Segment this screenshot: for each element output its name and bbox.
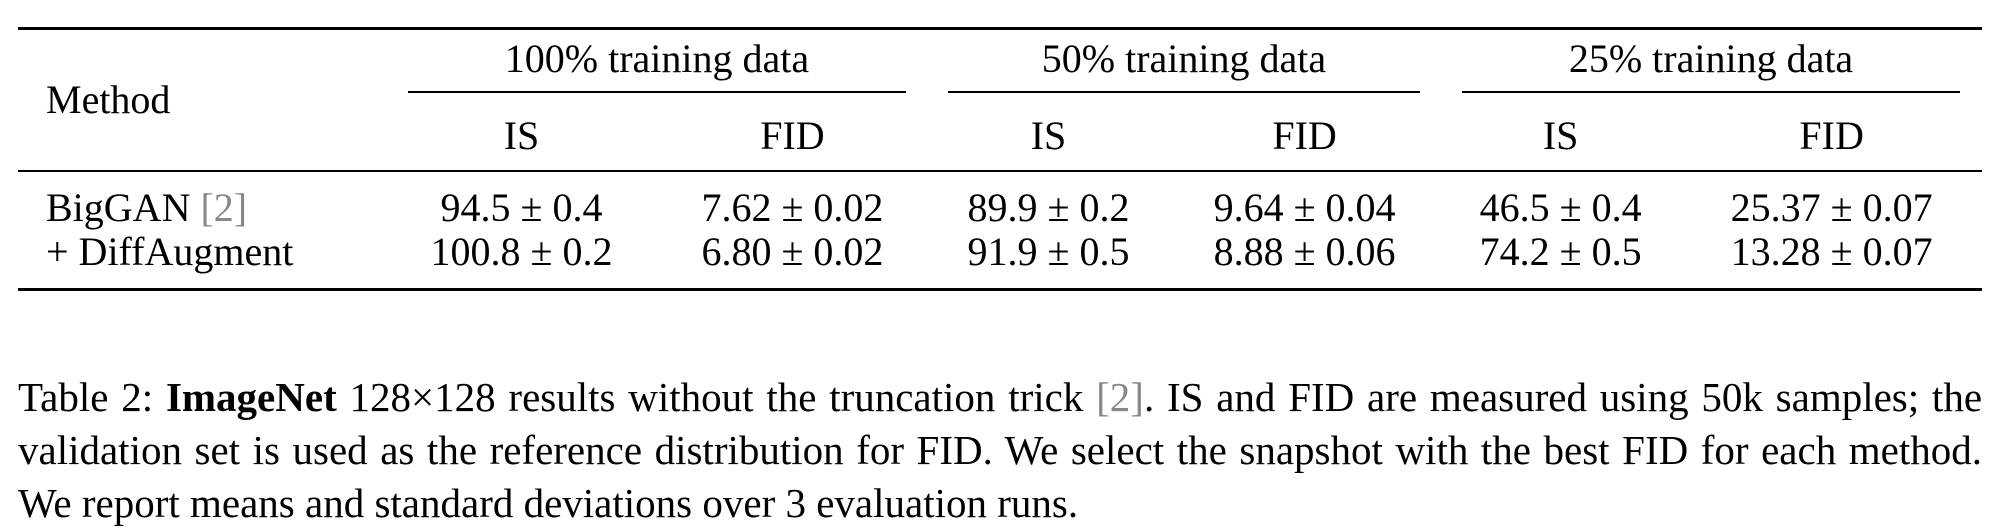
group-header-100-label: 100% training data [407, 39, 907, 93]
value-cell-best: 74.2 ± 0.5 [1479, 229, 1642, 274]
value-cell-best: 6.80 ± 0.02 [701, 229, 884, 274]
group-header-100: 100% training data [386, 29, 928, 103]
table-subheader-row: IS FID IS FID IS FID [18, 102, 1982, 171]
subheader-is-50: IS [1030, 113, 1067, 158]
caption-citation-link[interactable]: [2] [1096, 374, 1144, 420]
value-cell-best: 100.8 ± 0.2 [430, 229, 613, 274]
value-cell: 94.5 ± 0.4 [440, 185, 603, 230]
method-name: + DiffAugment [46, 229, 294, 274]
group-header-25: 25% training data [1440, 29, 1982, 103]
value-cell-best: 13.28 ± 0.07 [1730, 229, 1933, 274]
caption-label: Table 2: [18, 374, 154, 420]
results-table-container: Method 100% training data 50% training d… [18, 27, 1982, 291]
results-table: Method 100% training data 50% training d… [18, 27, 1982, 291]
table-row: + DiffAugment 100.8 ± 0.2 6.80 ± 0.02 91… [18, 230, 1982, 290]
group-header-25-label: 25% training data [1461, 39, 1961, 93]
value-cell-best: 91.9 ± 0.5 [967, 229, 1130, 274]
method-column-header: Method [46, 77, 171, 122]
subheader-is-100: IS [503, 113, 540, 158]
method-name: BigGAN [46, 185, 191, 230]
citation-link[interactable]: [2] [200, 185, 248, 230]
subheader-fid-100: FID [760, 113, 825, 158]
caption-dataset: ImageNet [165, 374, 337, 420]
caption-text-1: 128×128 results without the truncation t… [336, 374, 1097, 420]
subheader-fid-50: FID [1272, 113, 1337, 158]
method-cell: BigGAN [2] [18, 171, 386, 230]
value-cell: 9.64 ± 0.04 [1213, 185, 1396, 230]
table-group-header-row: Method 100% training data 50% training d… [18, 28, 1982, 119]
group-header-50: 50% training data [928, 29, 1440, 103]
value-cell: 89.9 ± 0.2 [967, 185, 1130, 230]
method-cell: + DiffAugment [18, 230, 386, 290]
value-cell: 7.62 ± 0.02 [701, 185, 884, 230]
subheader-fid-25: FID [1799, 113, 1864, 158]
value-cell-best: 8.88 ± 0.06 [1213, 229, 1396, 274]
subheader-is-25: IS [1542, 113, 1579, 158]
table-row: BigGAN [2] 94.5 ± 0.4 7.62 ± 0.02 89.9 ±… [18, 171, 1982, 230]
group-header-50-label: 50% training data [948, 39, 1420, 93]
value-cell: 25.37 ± 0.07 [1730, 185, 1933, 230]
value-cell: 46.5 ± 0.4 [1479, 185, 1642, 230]
table-caption: Table 2: ImageNet 128×128 results withou… [18, 371, 1982, 530]
